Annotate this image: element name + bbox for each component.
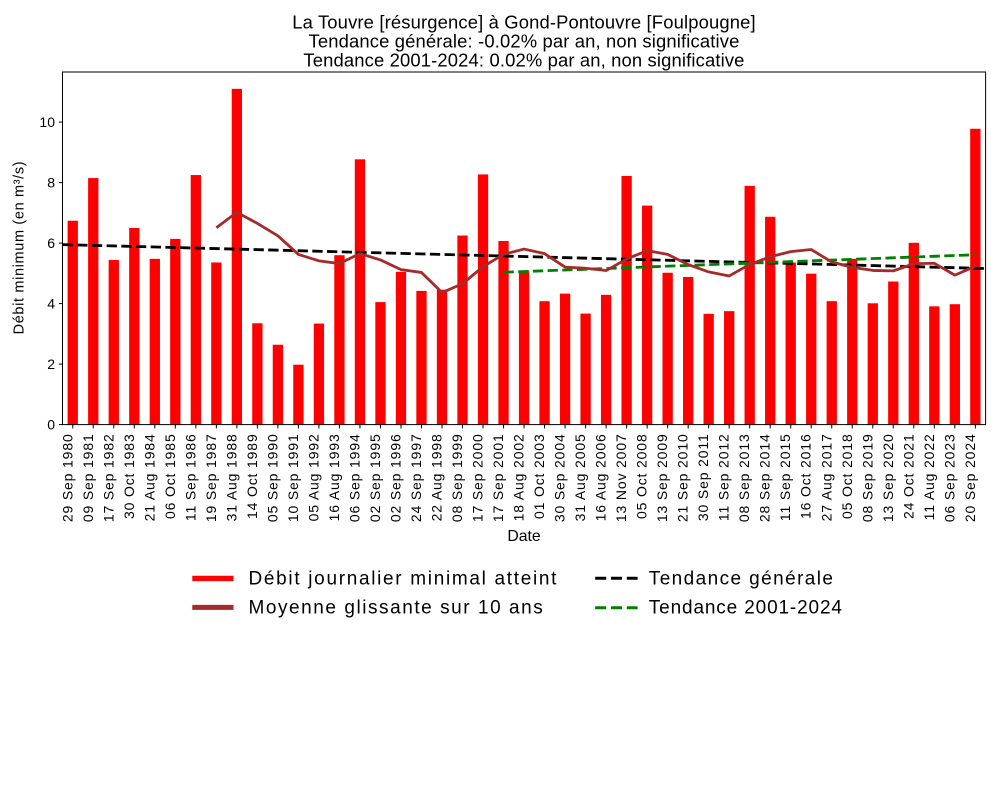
svg-text:09 Sep 1981: 09 Sep 1981 [80,433,96,522]
svg-text:11 Aug 2022: 11 Aug 2022 [921,433,937,520]
svg-text:13 Sep 2020: 13 Sep 2020 [880,433,896,522]
svg-text:10 Sep 1991: 10 Sep 1991 [285,433,301,522]
svg-text:Tendance 2001-2024: 0.02% par: Tendance 2001-2024: 0.02% par an, non si… [303,49,744,70]
svg-text:20 Sep 2024: 20 Sep 2024 [962,433,978,522]
svg-text:02 Sep 1995: 02 Sep 1995 [367,433,383,522]
svg-text:10: 10 [39,114,55,130]
svg-text:0: 0 [47,417,55,433]
svg-text:2: 2 [47,356,55,372]
svg-text:17 Sep 2000: 17 Sep 2000 [470,433,486,522]
svg-text:31 Aug 2005: 31 Aug 2005 [572,433,588,521]
svg-text:31 Aug 1988: 31 Aug 1988 [223,433,239,521]
svg-text:16 Aug 1993: 16 Aug 1993 [326,433,342,521]
svg-text:Moyenne glissante sur 10 ans: Moyenne glissante sur 10 ans [249,598,545,619]
svg-text:01 Oct 2003: 01 Oct 2003 [531,433,547,519]
svg-text:30 Sep 2011: 30 Sep 2011 [695,433,711,521]
svg-text:11 Sep 2015: 11 Sep 2015 [777,433,793,521]
svg-text:21 Aug 1984: 21 Aug 1984 [141,433,157,521]
svg-text:17 Sep 2001: 17 Sep 2001 [490,433,506,522]
svg-text:Tendance 2001-2024: Tendance 2001-2024 [649,598,843,619]
svg-text:30 Sep 2004: 30 Sep 2004 [552,433,568,522]
svg-text:13 Nov 2007: 13 Nov 2007 [613,433,629,522]
svg-text:24 Oct 2021: 24 Oct 2021 [900,433,916,519]
svg-text:06 Oct 1985: 06 Oct 1985 [162,433,178,519]
svg-text:Débit minimum (en m³/s): Débit minimum (en m³/s) [12,161,28,335]
svg-text:05 Oct 2018: 05 Oct 2018 [839,433,855,519]
svg-text:11 Sep 1986: 11 Sep 1986 [182,433,198,521]
svg-text:18 Aug 2002: 18 Aug 2002 [511,433,527,521]
svg-text:16 Oct 2016: 16 Oct 2016 [798,433,814,519]
svg-text:05 Aug 1992: 05 Aug 1992 [305,433,321,521]
svg-text:11 Sep 2012: 11 Sep 2012 [716,433,732,521]
svg-text:4: 4 [47,296,55,312]
svg-text:16 Aug 2006: 16 Aug 2006 [593,433,609,521]
svg-text:Tendance générale: -0.02% par: Tendance générale: -0.02% par an, non si… [309,30,740,51]
svg-text:27 Aug 2017: 27 Aug 2017 [818,433,834,521]
svg-text:Tendance générale: Tendance générale [649,568,835,589]
svg-text:06 Sep 1994: 06 Sep 1994 [346,433,362,522]
svg-text:05 Oct 2008: 05 Oct 2008 [634,433,650,519]
svg-text:08 Sep 1999: 08 Sep 1999 [449,433,465,522]
svg-text:29 Sep 1980: 29 Sep 1980 [59,433,75,522]
svg-text:08 Sep 2013: 08 Sep 2013 [736,433,752,522]
svg-text:28 Sep 2014: 28 Sep 2014 [757,433,773,522]
svg-text:06 Sep 2023: 06 Sep 2023 [941,433,957,522]
svg-text:14 Oct 1989: 14 Oct 1989 [244,433,260,519]
svg-text:Débit journalier minimal attei: Débit journalier minimal atteint [249,568,559,589]
svg-text:08 Sep 2019: 08 Sep 2019 [859,433,875,522]
svg-text:22 Aug 1998: 22 Aug 1998 [429,433,445,521]
svg-text:02 Sep 1996: 02 Sep 1996 [387,433,403,522]
svg-text:17 Sep 1982: 17 Sep 1982 [100,433,116,522]
svg-text:13 Sep 2009: 13 Sep 2009 [654,433,670,522]
svg-text:21 Sep 2010: 21 Sep 2010 [675,433,691,522]
svg-text:30 Oct 1983: 30 Oct 1983 [121,433,137,519]
svg-text:19 Sep 1987: 19 Sep 1987 [203,433,219,522]
svg-text:6: 6 [47,235,55,251]
svg-text:05 Sep 1990: 05 Sep 1990 [264,433,280,522]
svg-text:8: 8 [47,175,55,191]
svg-text:Date: Date [507,528,541,545]
svg-text:24 Sep 1997: 24 Sep 1997 [408,433,424,522]
svg-text:La Touvre [résurgence] à Gond-: La Touvre [résurgence] à Gond-Pontouvre … [292,11,755,32]
